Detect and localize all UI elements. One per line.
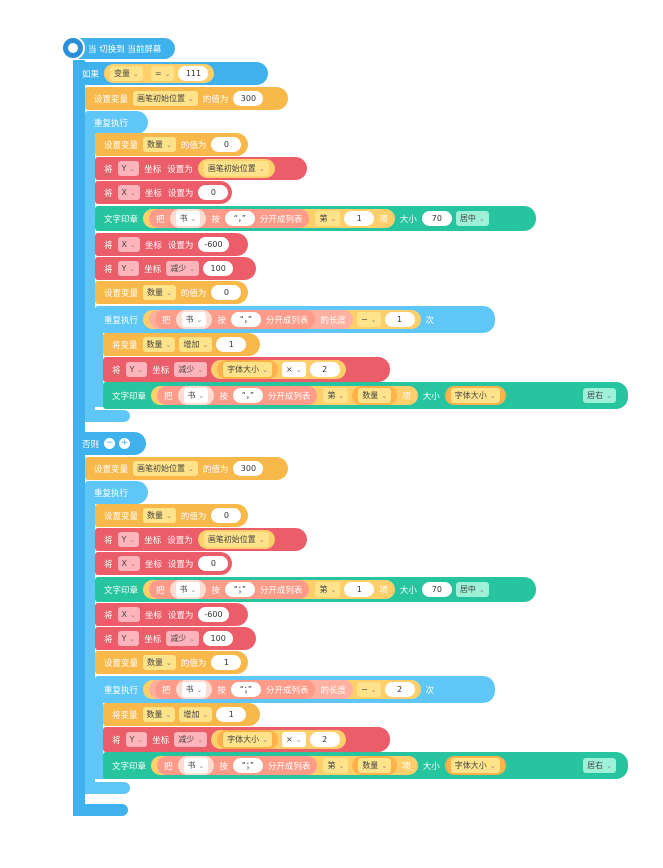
list-item-reporter[interactable]: 把 书 ⌄ 按 “，” 分开成列表 第 ⌄ 1 项	[143, 209, 395, 228]
condition[interactable]: 变量 ⌄ = ⌄ 111	[104, 64, 215, 83]
minus-reporter[interactable]: 把 书 ⌄ 按 “，” 分开成列表 的长度 − ⌄ 1	[143, 310, 421, 329]
set-coord-block[interactable]: 将 X ⌄ 坐标 设置为 -600	[95, 603, 248, 626]
screen-icon	[61, 36, 85, 60]
set-coord-block[interactable]: 将 X ⌄ 坐标 设置为 -600	[95, 233, 248, 256]
repeat-times-block[interactable]: 重复执行 把 书 ⌄ 按 “；” 分开成列表 的长度 − ⌄ 2 次	[95, 676, 495, 703]
length-reporter[interactable]: 把 书 ⌄ 按 “，” 分开成列表 的长度	[149, 310, 353, 329]
op-dropdown[interactable]: = ⌄	[150, 66, 175, 81]
remove-branch-button[interactable]: −	[104, 438, 116, 449]
repeat1-arm	[85, 128, 95, 415]
axis-dropdown[interactable]: Y ⌄	[117, 161, 140, 176]
else-label: 否则	[82, 439, 100, 450]
repeat-forever-block[interactable]: 重复执行	[85, 481, 148, 504]
axis-dropdown[interactable]: X ⌄	[117, 185, 140, 200]
set-var-block[interactable]: 设置变量 数量 ⌄ 的值为 0	[95, 504, 248, 527]
split-reporter[interactable]: 把 书 ⌄ 按 “，” 分开成列表	[149, 209, 310, 228]
repeat-forever-block[interactable]: 重复执行	[85, 111, 148, 134]
var-dropdown[interactable]: 画笔初始位置 ⌄	[133, 91, 198, 106]
text-stamp-block[interactable]: 文字印章 把 书 ⌄ 按 “，” 分开成列表 第 ⌄ 1 项 大小 70 居中 ⌄	[95, 206, 536, 231]
change-coord-block[interactable]: 将 Y ⌄ 坐标 减少 ⌄ 100	[95, 257, 256, 280]
multiply-reporter[interactable]: 字体大小 ⌄ × ⌄ 2	[211, 360, 346, 379]
hat-label: 当 切换到 当前屏幕	[88, 44, 162, 55]
change-coord-block[interactable]: 将 Y ⌄ 坐标 减少 ⌄ 字体大小 ⌄ × ⌄ 2	[103, 357, 390, 382]
value-input[interactable]: 0	[198, 185, 229, 200]
if-label: 如果	[82, 69, 100, 80]
value-input[interactable]: 100	[203, 261, 234, 276]
text-stamp-block[interactable]: 文字印章 把 书 ⌄ 按 “，” 分开成列表 第 ⌄ 数量 ⌄ 项 大小 字体大小 ⌄ …	[103, 382, 628, 409]
change-coord-block[interactable]: 将 Y ⌄ 坐标 减少 ⌄ 100	[95, 627, 256, 650]
value-input[interactable]: 300	[233, 91, 264, 106]
set-coord-block[interactable]: 将 Y ⌄ 坐标 设置为 画笔初始位置 ⌄	[95, 528, 307, 551]
when-screen-switched-hat[interactable]: 当 切换到 当前屏幕	[61, 36, 175, 60]
value-input[interactable]: -600	[198, 237, 229, 252]
if-block[interactable]: 如果 变量 ⌄ = ⌄ 111	[73, 62, 268, 85]
set-coord-block[interactable]: 将 Y ⌄ 坐标 设置为 画笔初始位置 ⌄	[95, 157, 307, 180]
repeat4-arm	[95, 690, 103, 769]
value-input[interactable]: 0	[211, 285, 242, 300]
repeat2-arm	[95, 319, 103, 397]
var-dropdown[interactable]: 变量 ⌄	[110, 66, 143, 81]
value-input[interactable]: 0	[211, 137, 242, 152]
repeat3-arm	[85, 499, 95, 789]
compare-value[interactable]: 111	[178, 66, 209, 81]
set-coord-block[interactable]: 将 X ⌄ 坐标 设置为 0	[95, 181, 232, 204]
change-var-block[interactable]: 将变量 数量 ⌄ 增加 ⌄ 1	[103, 703, 260, 726]
align-dropdown[interactable]: 居中 ⌄	[455, 211, 489, 226]
set-var-block[interactable]: 设置变量 数量 ⌄ 的值为 0	[95, 133, 248, 156]
set-var-block[interactable]: 设置变量 数量 ⌄ 的值为 1	[95, 651, 248, 674]
set-coord-block[interactable]: 将 X ⌄ 坐标 设置为 0	[95, 552, 232, 575]
change-var-block[interactable]: 将变量 数量 ⌄ 增加 ⌄ 1	[103, 333, 260, 356]
repeat1-foot	[85, 410, 130, 422]
set-var-block[interactable]: 设置变量 数量 ⌄ 的值为 0	[95, 281, 248, 304]
add-branch-button[interactable]: +	[119, 438, 131, 449]
repeat3-foot	[85, 782, 130, 794]
change-coord-block[interactable]: 将 Y ⌄ 坐标 减少 ⌄ 字体大小 ⌄ × ⌄ 2	[103, 727, 390, 752]
repeat-times-block[interactable]: 重复执行 把 书 ⌄ 按 “，” 分开成列表 的长度 − ⌄ 1 次	[95, 306, 495, 333]
else-label-row[interactable]: 否则 − +	[73, 432, 146, 455]
text-stamp-block[interactable]: 文字印章 把 书 ⌄ 按 “；” 分开成列表 第 ⌄ 数量 ⌄ 项 大小 字体大小 ⌄ …	[103, 752, 628, 779]
var-dropdown[interactable]: 数量 ⌄	[143, 137, 176, 152]
set-var-block[interactable]: 设置变量 画笔初始位置 ⌄ 的值为 300	[85, 87, 288, 110]
if-block-foot	[73, 804, 128, 816]
text-stamp-block[interactable]: 文字印章 把 书 ⌄ 按 “；” 分开成列表 第 ⌄ 1 项 大小 70 居中 ⌄	[95, 577, 536, 602]
var-reporter[interactable]: 画笔初始位置 ⌄	[197, 159, 275, 178]
set-var-block[interactable]: 设置变量 画笔初始位置 ⌄ 的值为 300	[85, 457, 288, 480]
